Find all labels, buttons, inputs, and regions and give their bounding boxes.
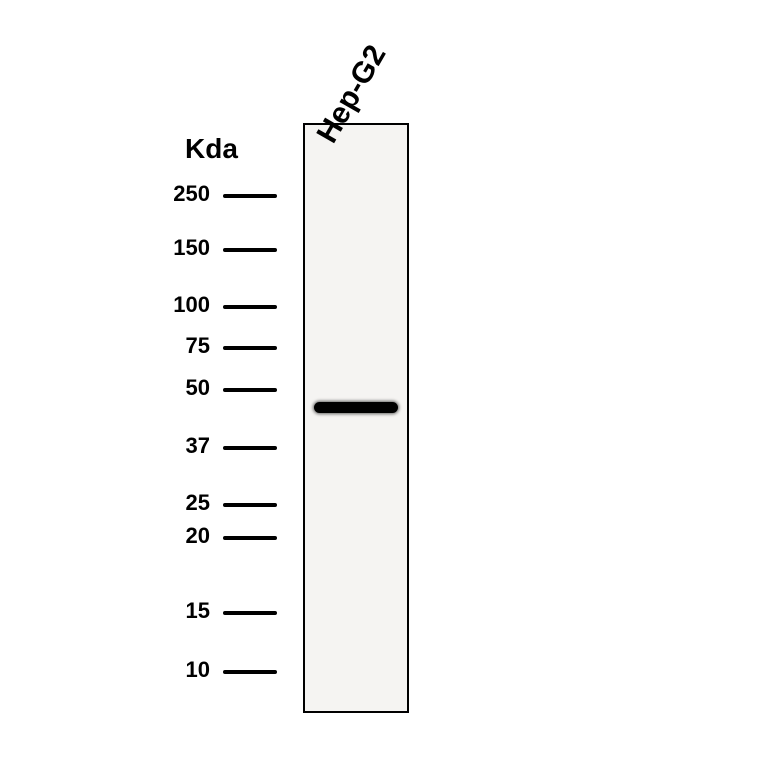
protein-band xyxy=(314,402,398,413)
unit-label: Kda xyxy=(185,133,238,165)
marker-tick xyxy=(223,388,277,392)
marker-tick xyxy=(223,194,277,198)
marker-tick xyxy=(223,346,277,350)
marker-tick xyxy=(223,503,277,507)
lane-strip xyxy=(303,123,409,713)
western-blot-figure: Kda Hep-G2 25015010075503725201510 xyxy=(0,0,764,764)
marker-label: 20 xyxy=(0,523,210,549)
marker-label: 10 xyxy=(0,657,210,683)
marker-tick xyxy=(223,536,277,540)
marker-label: 50 xyxy=(0,375,210,401)
marker-label: 37 xyxy=(0,433,210,459)
marker-tick xyxy=(223,611,277,615)
marker-label: 100 xyxy=(0,292,210,318)
marker-label: 15 xyxy=(0,598,210,624)
marker-label: 25 xyxy=(0,490,210,516)
marker-label: 150 xyxy=(0,235,210,261)
marker-tick xyxy=(223,670,277,674)
marker-tick xyxy=(223,248,277,252)
marker-tick xyxy=(223,446,277,450)
marker-label: 250 xyxy=(0,181,210,207)
marker-tick xyxy=(223,305,277,309)
marker-label: 75 xyxy=(0,333,210,359)
